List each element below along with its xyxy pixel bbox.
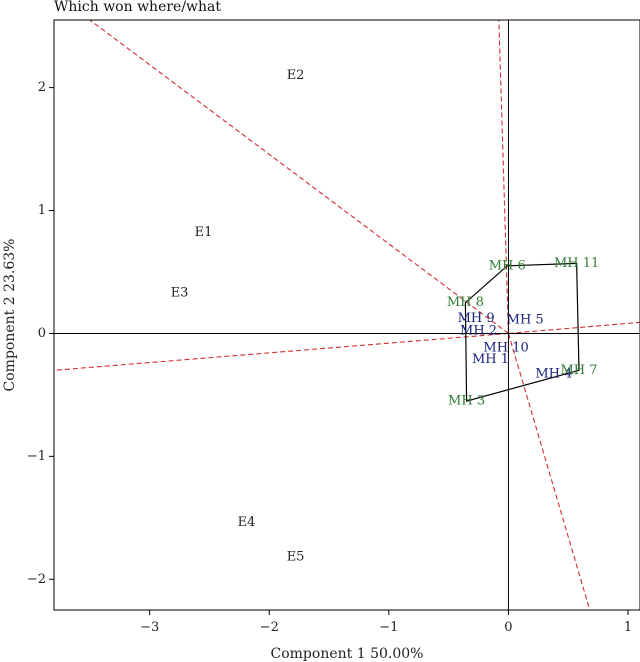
genotype-label-mh-3: MH 3 (448, 394, 485, 409)
genotype-points: MH 1 MH 2 MH 3 MH 4 MH 5 MH 6 MH 7 MH 8MH 9 MH 1… (447, 256, 599, 409)
genotype-label-mh-5: MH 5 (507, 312, 544, 327)
sector-lines (53, 19, 640, 611)
sector-line-1 (89, 19, 509, 334)
environment-label-e3: E3 (171, 285, 189, 300)
x-tick-label: −3 (140, 620, 159, 635)
sector-line-5 (507, 333, 591, 611)
chart-title: Which won where/what (54, 0, 221, 15)
sector-line-3 (53, 332, 509, 371)
environment-label-e4: E4 (238, 515, 256, 530)
origin-axes (54, 20, 640, 610)
environment-label-e1: E1 (195, 225, 213, 240)
genotype-label-mh-6: MH 6 (489, 258, 526, 273)
y-tick-label: −1 (27, 449, 46, 464)
x-tick-label: −1 (379, 620, 398, 635)
sector-line-4 (508, 321, 640, 334)
y-tick-label: 1 (38, 203, 46, 218)
sector-line-2 (498, 19, 509, 334)
x-axis-ticks: −3 −2 −1 0 1 (140, 610, 632, 635)
genotype-label-mh-4: MH 4 (535, 367, 572, 382)
y-tick-label: 2 (38, 80, 46, 95)
genotype-label-mh-9: MH 9 (458, 311, 495, 326)
genotype-label-mh-2: MH 2 (460, 323, 497, 338)
environment-label-e2: E2 (287, 68, 305, 83)
x-tick-label: −2 (260, 620, 279, 635)
genotype-label-mh-11: MH 11 (554, 256, 599, 271)
environment-points: E1 E2 E3 E4 E5 (171, 68, 305, 565)
x-axis-label: Component 1 50.00% (271, 646, 424, 662)
y-tick-label: 0 (38, 326, 46, 341)
x-tick-label: 0 (504, 620, 512, 635)
environment-label-e5: E5 (287, 550, 305, 565)
polygon-outline (464, 262, 580, 402)
y-axis-ticks: −2 −1 0 1 2 (27, 80, 54, 587)
polygon-hull (464, 262, 580, 402)
genotype-label-mh-8: MH 8 (447, 295, 484, 310)
x-tick-label: 1 (624, 620, 632, 635)
genotype-label-mh-1: MH 1 (472, 352, 509, 367)
plot-frame (53, 19, 640, 611)
genotype-label-mh-7: MH 7 (560, 363, 597, 378)
y-axis-label: Component 2 23.63% (2, 239, 18, 392)
genotype-label-mh-10: MH 10 (483, 341, 528, 356)
y-tick-label: −2 (27, 572, 46, 587)
